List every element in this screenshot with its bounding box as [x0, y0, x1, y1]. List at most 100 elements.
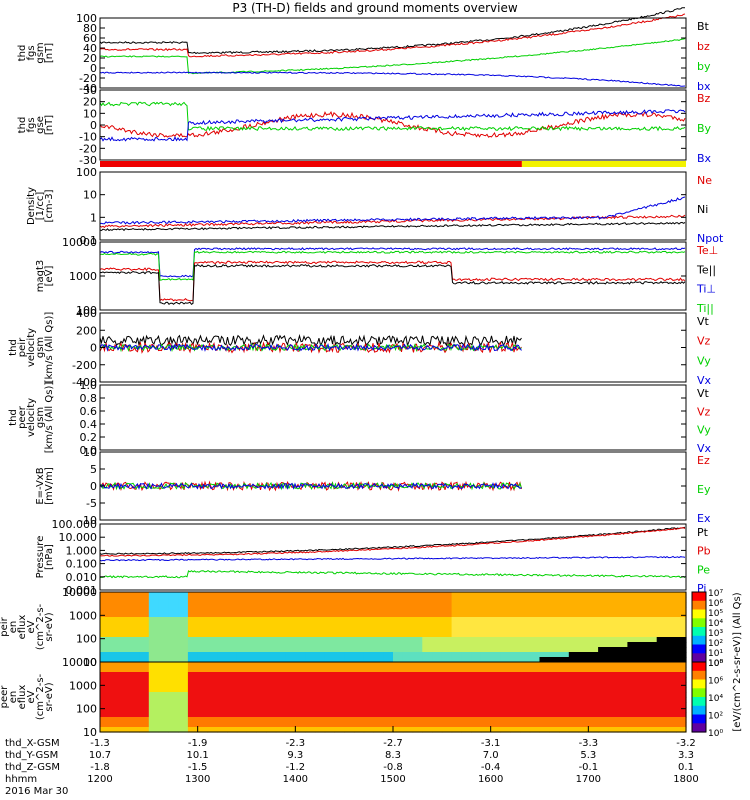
spectrogram-cell [676, 682, 687, 688]
spectrogram-cell [344, 592, 355, 598]
spectrogram-cell [100, 667, 111, 673]
legend-Te||: Te|| [696, 263, 716, 276]
spectrogram-cell [490, 677, 502, 683]
spectrogram-cell [646, 672, 658, 678]
spectrogram-cell [139, 617, 150, 623]
spectrogram-cell [324, 627, 335, 633]
spectrogram-cell [246, 622, 257, 628]
xaxis-row-value: 7.0 [483, 750, 499, 761]
spectrogram-cell [598, 622, 609, 628]
spectrogram-cell [646, 707, 658, 713]
spectrogram-cell [500, 692, 511, 698]
spectrogram-cell [227, 592, 238, 598]
spectrogram-cell [607, 637, 619, 643]
spectrogram-cell [588, 622, 599, 628]
spectrogram-cell [500, 707, 511, 713]
spectrogram-cell [432, 727, 443, 733]
spectrogram-cell [275, 727, 287, 733]
spectrogram-cell [451, 592, 462, 598]
spectrogram-cell [266, 707, 277, 713]
spectrogram-cell [461, 657, 472, 663]
spectrogram-cell [285, 607, 296, 613]
spectrogram-cell [412, 682, 423, 688]
spectrogram-cell [510, 727, 521, 733]
spectrogram-cell [314, 632, 326, 638]
spectrogram-cell [412, 687, 423, 693]
spectrogram-cell [334, 707, 345, 713]
spectrogram-cell [363, 652, 375, 658]
spectrogram-cell [461, 642, 472, 648]
spectrogram-cell [246, 712, 257, 718]
spectrogram-cell [217, 677, 228, 683]
spectrogram-cell [363, 702, 375, 708]
series-line-2-0 [99, 214, 686, 229]
spectrogram-cell [314, 707, 326, 713]
spectrogram-cell [412, 592, 423, 598]
spectrogram-cell [197, 712, 209, 718]
spectrogram-cell [588, 612, 599, 618]
spectrogram-cell [305, 617, 316, 623]
series-line-2-2 [100, 196, 686, 225]
spectrogram-cell [100, 727, 111, 733]
spectrogram-cell [627, 672, 638, 678]
spectrogram-cell [422, 612, 433, 618]
spectrogram-cell [168, 722, 179, 728]
xaxis-row-value: 1400 [283, 774, 308, 785]
spectrogram-cell [451, 612, 462, 618]
ylabel-fgs_gsm_mag: gsm [35, 42, 46, 63]
spectrogram-cell [285, 712, 296, 718]
spectrogram-cell [568, 697, 580, 703]
spectrogram-cell [334, 617, 345, 623]
spectrogram-cell [168, 632, 179, 638]
spectrogram-cell [100, 592, 111, 598]
spectrogram-cell [393, 597, 404, 603]
spectrogram-cell [373, 657, 384, 663]
ytick-label: 100 [76, 166, 97, 179]
colorbar-tick: 10² [708, 712, 723, 722]
spectrogram-cell [676, 722, 687, 728]
spectrogram-cell [549, 712, 560, 718]
spectrogram-cell [256, 667, 267, 673]
spectrogram-cell [402, 707, 414, 713]
mode-bar-fast [521, 161, 686, 167]
spectrogram-cell [305, 687, 316, 693]
spectrogram-cell [236, 652, 248, 658]
spectrogram-cell [236, 687, 248, 693]
spectrogram-cell [402, 657, 414, 663]
spectrogram-cell [432, 707, 443, 713]
spectrogram-cell [197, 722, 209, 728]
spectrogram-cell [393, 712, 404, 718]
spectrogram-cell [305, 622, 316, 628]
ylabel-ion_spectrogram: en [8, 621, 19, 634]
spectrogram-cell [432, 712, 443, 718]
spectrogram-cell [227, 727, 238, 733]
spectrogram-cell [607, 612, 619, 618]
spectrogram-cell [471, 627, 482, 633]
spectrogram-cell [158, 622, 169, 628]
spectrogram-cell [285, 602, 296, 608]
spectrogram-cell [461, 722, 472, 728]
spectrogram-cell [617, 647, 628, 653]
spectrogram-cell [588, 712, 599, 718]
spectrogram-cell [197, 632, 209, 638]
spectrogram-cell [510, 652, 521, 658]
spectrogram-cell [529, 632, 541, 638]
spectrogram-cell [100, 627, 111, 633]
spectrogram-cell [373, 727, 384, 733]
spectrogram-cell [510, 687, 521, 693]
spectrogram-cell [451, 642, 462, 648]
spectrogram-cell [266, 722, 277, 728]
spectrogram-cell [227, 652, 238, 658]
legend-Bt: Bt [697, 20, 710, 33]
spectrogram-cell [559, 722, 570, 728]
panel-frame-electron_velocity [99, 384, 687, 451]
spectrogram-cell [432, 592, 443, 598]
spectrogram-cell [402, 722, 414, 728]
spectrogram-cell [422, 692, 433, 698]
ytick-label: 0.100 [66, 558, 98, 571]
spectrogram-cell [295, 647, 306, 653]
spectrogram-cell [471, 687, 482, 693]
spectrogram-cell [432, 627, 443, 633]
spectrogram-cell [402, 622, 414, 628]
spectrogram-cell [520, 597, 531, 603]
